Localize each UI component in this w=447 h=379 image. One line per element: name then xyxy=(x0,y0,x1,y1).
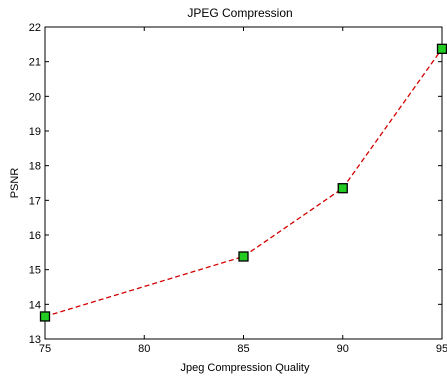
y-tick-label: 16 xyxy=(29,230,41,242)
y-tick-label: 19 xyxy=(29,126,41,138)
y-tick-label: 17 xyxy=(29,195,41,207)
y-tick-label: 14 xyxy=(29,299,41,311)
data-point-marker xyxy=(238,251,249,262)
y-tick-label: 22 xyxy=(29,22,41,34)
y-tick-label: 15 xyxy=(29,265,41,277)
axes-box xyxy=(44,26,443,340)
y-tick-label: 18 xyxy=(29,161,41,173)
x-tick-label: 95 xyxy=(436,343,447,355)
y-tick-label: 20 xyxy=(29,91,41,103)
x-tick-label: 90 xyxy=(337,343,349,355)
x-tick-label: 80 xyxy=(138,343,150,355)
y-tick-label: 21 xyxy=(29,57,41,69)
y-tick-label: 13 xyxy=(29,334,41,346)
x-axis-label: Jpeg Compression Quality xyxy=(180,362,310,374)
x-tick-label: 75 xyxy=(39,343,51,355)
data-point-marker xyxy=(39,311,51,322)
chart-title: JPEG Compression xyxy=(187,6,292,20)
x-tick-label: 85 xyxy=(237,343,249,355)
plot-area: 75 80 85 90 95 13 14 15 16 17 18 19 20 21 22 xyxy=(29,22,447,355)
series-line xyxy=(44,48,443,318)
data-point-marker xyxy=(436,43,447,54)
data-point-marker xyxy=(337,183,348,194)
y-axis-label: PSNR xyxy=(9,168,21,199)
